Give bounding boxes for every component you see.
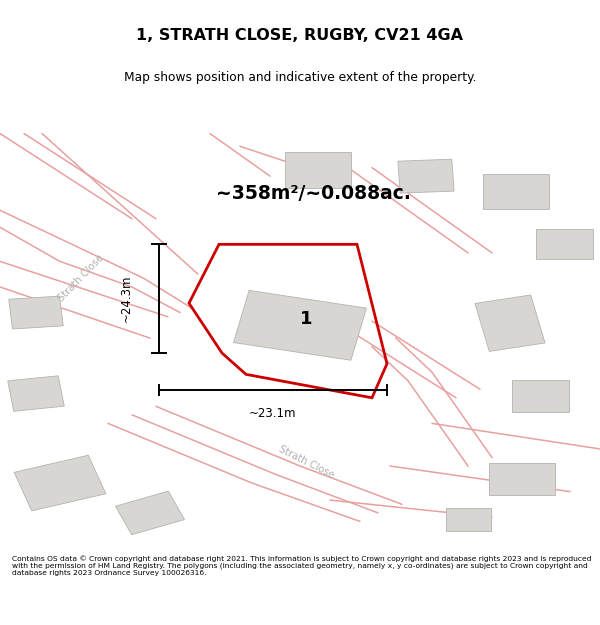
Text: Contains OS data © Crown copyright and database right 2021. This information is : Contains OS data © Crown copyright and d… [12, 555, 592, 576]
Text: ~24.3m: ~24.3m [119, 275, 133, 322]
Polygon shape [446, 508, 491, 531]
Polygon shape [536, 229, 593, 259]
Polygon shape [511, 379, 569, 412]
Text: Strath Close: Strath Close [277, 444, 335, 480]
Polygon shape [8, 376, 64, 411]
Polygon shape [475, 295, 545, 351]
Polygon shape [489, 462, 555, 495]
Text: ~23.1m: ~23.1m [249, 407, 297, 420]
Text: 1: 1 [300, 310, 312, 328]
Polygon shape [115, 491, 185, 535]
Text: ~358m²/~0.088ac.: ~358m²/~0.088ac. [216, 184, 411, 203]
Polygon shape [233, 291, 367, 360]
Polygon shape [483, 174, 549, 209]
Text: Map shows position and indicative extent of the property.: Map shows position and indicative extent… [124, 71, 476, 84]
Polygon shape [9, 296, 63, 329]
Polygon shape [398, 159, 454, 193]
Polygon shape [14, 455, 106, 511]
Text: 1, STRATH CLOSE, RUGBY, CV21 4GA: 1, STRATH CLOSE, RUGBY, CV21 4GA [137, 28, 464, 43]
Text: Strath Close: Strath Close [56, 253, 106, 304]
Polygon shape [285, 152, 351, 188]
